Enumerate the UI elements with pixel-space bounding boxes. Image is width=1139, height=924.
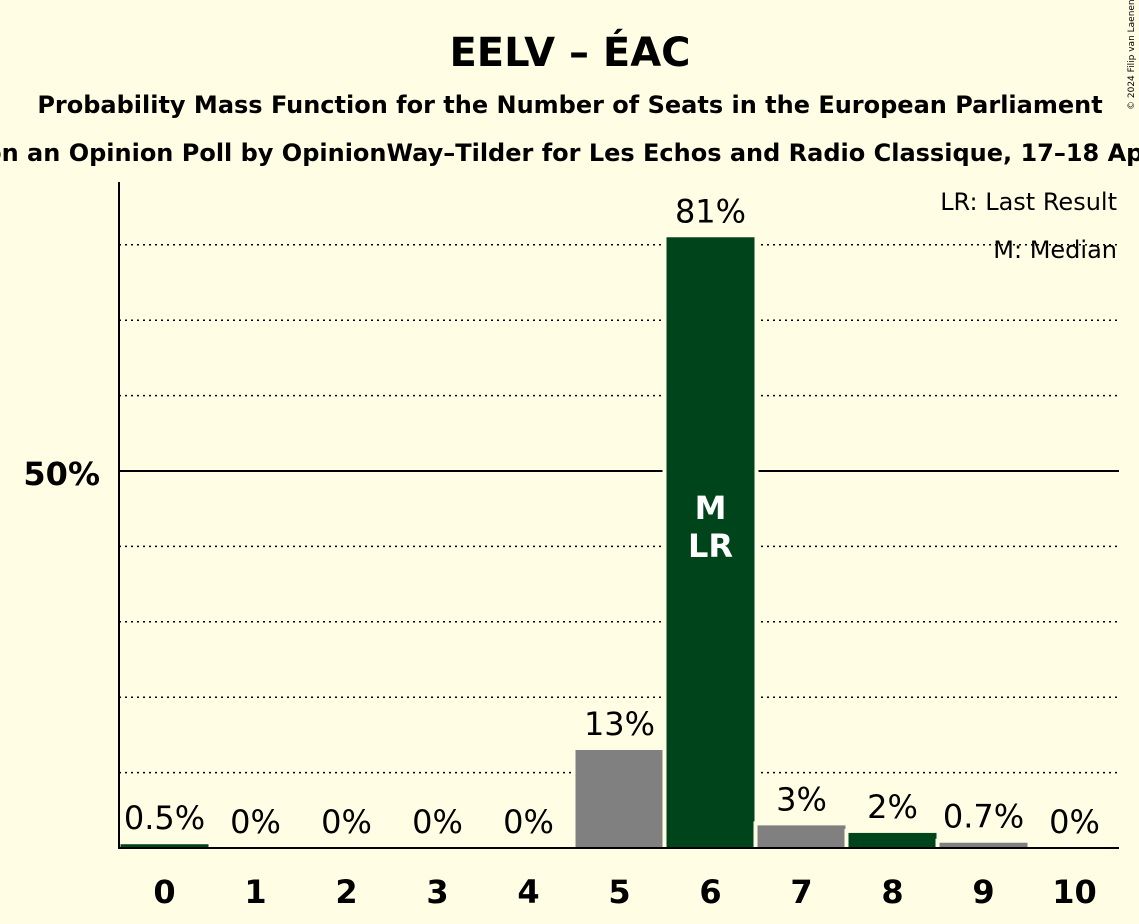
x-tick-7: 7 bbox=[790, 873, 812, 911]
bar-5 bbox=[575, 749, 664, 848]
x-tick-labels: 0 1 2 3 4 5 6 7 8 9 10 bbox=[153, 873, 1096, 911]
legend-median: M: Median bbox=[993, 236, 1117, 264]
bar-annotation-lr: LR bbox=[688, 527, 733, 565]
value-label-6: 81% bbox=[675, 192, 746, 230]
y-tick-50: 50% bbox=[23, 455, 100, 493]
value-label-1: 0% bbox=[230, 803, 281, 841]
gridlines bbox=[119, 244, 1119, 774]
x-tick-3: 3 bbox=[426, 873, 448, 911]
x-tick-5: 5 bbox=[608, 873, 630, 911]
x-tick-4: 4 bbox=[517, 873, 539, 911]
x-tick-6: 6 bbox=[699, 873, 721, 911]
value-labels: 0.5% 0% 0% 0% 0% 13% 81% 3% 2% 0.7% 0% bbox=[124, 192, 1100, 841]
bar-halo bbox=[116, 840, 213, 848]
bar-annotations: MLR bbox=[688, 489, 733, 565]
bar-0 bbox=[120, 844, 209, 848]
bar-6 bbox=[666, 237, 755, 848]
y-tick-labels: 50% bbox=[23, 455, 100, 493]
bar-annotation-m: M bbox=[695, 489, 727, 527]
copyright-text: © 2024 Filip van Laenen bbox=[1127, 0, 1137, 110]
value-label-2: 0% bbox=[321, 803, 372, 841]
value-label-4: 0% bbox=[503, 803, 554, 841]
bar-7 bbox=[757, 825, 846, 848]
x-tick-10: 10 bbox=[1052, 873, 1097, 911]
bar-8 bbox=[848, 832, 937, 848]
x-tick-1: 1 bbox=[244, 873, 266, 911]
x-tick-8: 8 bbox=[881, 873, 903, 911]
value-label-5: 13% bbox=[584, 705, 655, 743]
value-label-0: 0.5% bbox=[124, 799, 205, 837]
value-label-8: 2% bbox=[867, 788, 918, 826]
x-tick-2: 2 bbox=[335, 873, 357, 911]
value-label-10: 0% bbox=[1049, 803, 1100, 841]
x-tick-9: 9 bbox=[972, 873, 994, 911]
chart-source-line: ed on an Opinion Poll by OpinionWay–Tild… bbox=[0, 139, 1139, 167]
bar-9 bbox=[939, 842, 1028, 848]
chart-title: EELV – ÉAC bbox=[449, 28, 690, 76]
chart-subtitle: Probability Mass Function for the Number… bbox=[37, 91, 1102, 119]
value-label-9: 0.7% bbox=[943, 798, 1024, 836]
value-label-7: 3% bbox=[776, 780, 827, 818]
x-tick-0: 0 bbox=[153, 873, 175, 911]
value-label-3: 0% bbox=[412, 803, 463, 841]
bars bbox=[116, 233, 1032, 848]
legend-last-result: LR: Last Result bbox=[940, 188, 1117, 216]
